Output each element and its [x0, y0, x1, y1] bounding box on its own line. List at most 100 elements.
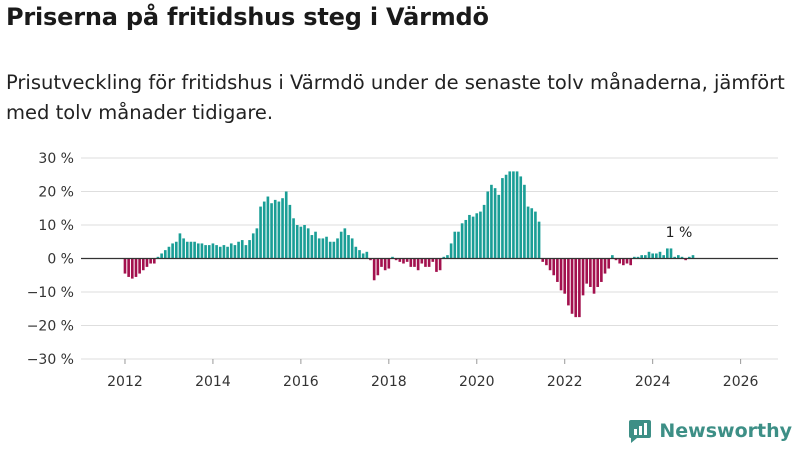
bar — [688, 256, 691, 259]
x-tick-label: 2024 — [635, 374, 671, 390]
bar — [141, 258, 145, 271]
last-value-label: 1 % — [666, 225, 693, 241]
bar — [248, 240, 251, 259]
bar — [545, 258, 548, 266]
bar — [449, 243, 453, 259]
bar — [409, 258, 413, 267]
bar — [372, 258, 376, 281]
bar — [163, 250, 167, 259]
grid-layer — [81, 157, 778, 360]
bar — [563, 258, 567, 294]
bar — [636, 256, 640, 259]
bar — [383, 258, 387, 271]
bar — [596, 258, 600, 287]
bar — [328, 241, 332, 259]
bar — [314, 231, 317, 259]
bar — [556, 258, 559, 282]
bar — [479, 211, 482, 259]
bar — [625, 258, 629, 264]
bar — [438, 258, 442, 271]
bar — [464, 219, 468, 259]
axis-layer: 30 % 20 % 10 % 0 % −10 % −20 % −30 % 2012 2014 20… — [27, 151, 778, 390]
bar — [266, 196, 270, 259]
bar — [321, 238, 325, 259]
y-tick-label: 10 % — [38, 218, 74, 234]
bar — [196, 243, 200, 259]
bar — [185, 241, 189, 259]
bar — [138, 258, 141, 274]
bar — [343, 228, 347, 259]
bar — [160, 253, 163, 259]
bar — [284, 191, 288, 259]
bar — [512, 171, 515, 259]
x-tick-label: 2020 — [459, 374, 495, 390]
bar — [669, 248, 673, 259]
bars-layer — [123, 171, 695, 318]
bar — [391, 256, 394, 259]
bar — [611, 255, 614, 259]
bar — [273, 199, 277, 259]
bar — [424, 258, 427, 267]
bar — [240, 240, 244, 259]
bar — [259, 206, 262, 259]
bar — [431, 258, 435, 262]
bar — [244, 245, 248, 259]
bar — [523, 184, 526, 259]
bar — [380, 258, 383, 267]
bar — [640, 255, 643, 259]
bar — [402, 258, 405, 264]
bar — [435, 258, 438, 272]
bar — [581, 258, 585, 296]
bar — [655, 253, 658, 259]
bar — [336, 238, 339, 259]
bar — [310, 235, 314, 259]
bar — [552, 258, 556, 276]
bar — [570, 258, 574, 314]
bar — [134, 258, 138, 277]
bar — [152, 258, 156, 264]
bar — [237, 241, 240, 259]
bar — [644, 255, 647, 259]
bar — [354, 246, 358, 259]
bar — [123, 258, 127, 274]
bar — [387, 258, 391, 269]
bar — [607, 258, 611, 269]
bar — [629, 258, 633, 266]
bar — [365, 251, 369, 259]
bar — [541, 258, 545, 262]
bar — [614, 258, 618, 261]
bar — [229, 243, 233, 259]
bar — [306, 228, 310, 259]
bar — [376, 258, 380, 276]
x-tick-label: 2022 — [547, 374, 583, 390]
newsworthy-logo-icon — [629, 420, 652, 443]
bar — [559, 258, 563, 291]
bar — [369, 258, 372, 261]
y-tick-label: 0 % — [47, 252, 74, 268]
bar — [405, 258, 409, 262]
bar — [501, 178, 504, 259]
bar — [211, 243, 215, 259]
bar — [537, 221, 541, 259]
bar — [515, 171, 519, 259]
bar — [288, 204, 292, 259]
bar — [486, 191, 490, 259]
bar — [317, 238, 321, 259]
bar — [200, 243, 204, 259]
bar — [666, 248, 669, 259]
bar — [482, 204, 486, 259]
bar — [585, 258, 589, 284]
bar — [251, 233, 255, 259]
y-tick-label: −20 % — [27, 319, 74, 335]
bar — [504, 174, 508, 259]
bar — [578, 258, 581, 318]
bar — [574, 258, 578, 318]
bar — [215, 245, 218, 259]
bar — [347, 235, 350, 259]
bar — [548, 258, 552, 271]
y-tick-label: 30 % — [38, 151, 74, 167]
bar — [592, 258, 596, 294]
bar — [281, 198, 284, 259]
bar — [303, 225, 306, 259]
bar — [427, 258, 431, 267]
